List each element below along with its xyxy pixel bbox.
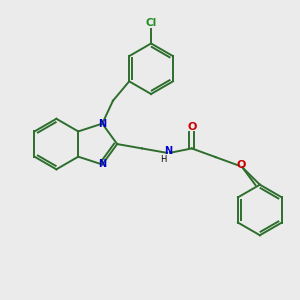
Text: Cl: Cl (146, 18, 157, 28)
Text: O: O (236, 160, 245, 170)
Text: N: N (98, 160, 106, 170)
Text: N: N (164, 146, 172, 156)
Text: N: N (98, 118, 106, 129)
Text: O: O (187, 122, 196, 132)
Text: H: H (160, 155, 167, 164)
